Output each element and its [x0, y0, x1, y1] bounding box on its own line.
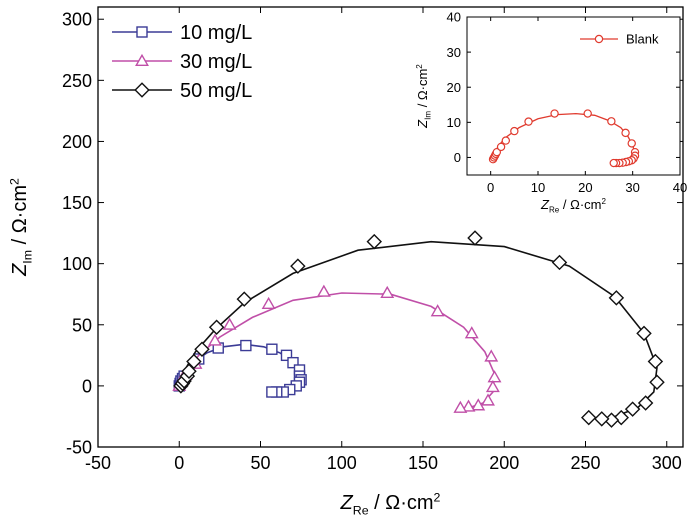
legend-label: 30 mg/L — [180, 51, 252, 73]
y-tick-label: 20 — [447, 80, 461, 95]
inset-panel-plot-area — [488, 109, 640, 168]
inset-panel-frame — [466, 16, 681, 176]
data-point — [649, 374, 665, 390]
x-tick-label: 10 — [531, 180, 545, 195]
series-line — [178, 240, 658, 419]
x-axis-title: ZRe / Ω·cm2 — [340, 490, 441, 517]
data-point — [316, 284, 331, 297]
data-point — [186, 353, 202, 370]
main-panel-frame — [97, 6, 684, 448]
x-tick-label: 40 — [673, 180, 687, 195]
x-tick-label: 0 — [487, 180, 494, 195]
y-tick-label: 30 — [447, 45, 461, 60]
data-point — [453, 400, 468, 413]
legend: Blank — [580, 32, 659, 47]
y-tick-label: 150 — [62, 193, 92, 213]
data-point — [484, 349, 499, 362]
x-tick-label: 200 — [489, 453, 519, 473]
x-tick-label: 300 — [652, 453, 682, 473]
x-tick-label: 30 — [625, 180, 639, 195]
data-point — [510, 126, 519, 136]
y-tick-label: -50 — [66, 437, 92, 457]
data-point — [496, 142, 506, 152]
data-point — [501, 136, 511, 145]
data-point — [464, 326, 479, 339]
data-point — [287, 356, 299, 369]
data-point — [461, 399, 476, 412]
data-point — [594, 34, 604, 44]
y-tick-label: 300 — [62, 10, 92, 30]
data-point — [208, 333, 222, 346]
data-point — [492, 147, 502, 157]
y-axis-title: ZIm / Ω·cm2 — [415, 64, 433, 129]
data-point — [608, 290, 625, 306]
legend: 10 mg/L 30 mg/L 50 mg/L — [112, 22, 252, 102]
main-panel: -50 0 50 100 150 200 250 300-500501001502002503… — [7, 6, 684, 518]
inset-panel: 0 10 20 30 40 0 10 20 30 40 ZRe / Ω·cm2 ZIm / Ω·cm2… — [415, 10, 687, 215]
x-tick-label: 250 — [570, 453, 600, 473]
data-point — [594, 411, 610, 427]
data-point — [524, 117, 533, 126]
main-panel-plot-area — [172, 230, 665, 428]
data-point — [222, 317, 237, 330]
y-tick-label: 0 — [454, 150, 461, 165]
y-tick-label: 50 — [72, 315, 92, 335]
x-axis-title: ZRe / Ω·cm2 — [540, 197, 606, 215]
data-point — [380, 285, 395, 299]
x-tick-label: 50 — [250, 453, 270, 473]
data-point — [551, 254, 568, 271]
data-point — [583, 109, 592, 118]
data-point — [366, 233, 382, 250]
data-point — [621, 128, 630, 138]
x-tick-label: 150 — [408, 453, 438, 473]
data-point — [430, 304, 445, 317]
data-point — [471, 398, 486, 411]
y-tick-label: 200 — [62, 132, 92, 152]
data-point — [609, 158, 618, 168]
data-point — [280, 349, 293, 362]
y-tick-label: 10 — [447, 115, 461, 130]
data-point — [467, 230, 483, 246]
x-tick-label: -50 — [85, 453, 111, 473]
y-axis-title: ZIm / Ω·cm2 — [7, 178, 34, 277]
data-point — [134, 82, 150, 98]
x-tick-label: 100 — [327, 453, 357, 473]
data-point — [181, 363, 197, 379]
data-point — [647, 353, 664, 370]
x-tick-label: 20 — [578, 180, 592, 195]
data-point — [236, 291, 252, 307]
data-point — [481, 393, 495, 406]
y-tick-label: 40 — [447, 10, 461, 25]
data-point — [135, 53, 149, 67]
data-point — [240, 339, 252, 352]
data-point — [607, 117, 616, 126]
x-tick-label: 0 — [174, 453, 184, 473]
data-point — [485, 379, 500, 393]
data-point — [627, 139, 636, 148]
y-tick-label: 0 — [82, 376, 92, 396]
data-point — [581, 409, 597, 426]
data-point — [290, 258, 306, 274]
data-point — [266, 343, 278, 355]
data-point — [487, 370, 502, 383]
data-point — [261, 296, 276, 310]
data-point — [636, 325, 652, 342]
legend-label: 10 mg/L — [180, 22, 252, 44]
legend-label: Blank — [626, 32, 659, 47]
data-point — [208, 319, 225, 335]
data-point — [550, 109, 559, 118]
series-line — [178, 292, 496, 410]
legend-label: 50 mg/L — [180, 80, 252, 102]
data-point — [624, 401, 641, 417]
data-point — [194, 341, 210, 357]
y-tick-label: 100 — [62, 254, 92, 274]
data-point — [266, 386, 278, 398]
data-point — [637, 395, 654, 411]
data-point — [136, 26, 148, 38]
y-tick-label: 250 — [62, 71, 92, 91]
